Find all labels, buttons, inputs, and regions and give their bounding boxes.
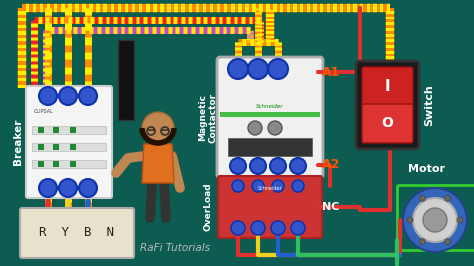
Circle shape <box>230 158 246 174</box>
Bar <box>32 160 106 168</box>
Bar <box>38 144 44 150</box>
Text: Motor: Motor <box>409 164 446 174</box>
Text: A1: A1 <box>322 65 340 78</box>
FancyBboxPatch shape <box>362 67 413 107</box>
Text: Schneider: Schneider <box>258 186 283 191</box>
Circle shape <box>250 158 266 174</box>
Bar <box>220 112 320 117</box>
Bar <box>118 40 134 120</box>
Text: RaFi Tutorials: RaFi Tutorials <box>140 243 210 253</box>
Text: Magnetic
Contactor: Magnetic Contactor <box>198 93 218 143</box>
Text: A2: A2 <box>322 159 340 172</box>
Circle shape <box>407 217 413 223</box>
Circle shape <box>59 179 77 197</box>
Bar <box>38 161 44 167</box>
Circle shape <box>79 87 97 105</box>
Text: I: I <box>385 79 390 94</box>
Text: Breaker: Breaker <box>13 119 23 165</box>
Text: Switch: Switch <box>424 84 434 126</box>
Circle shape <box>423 208 447 232</box>
Bar <box>32 126 106 134</box>
Bar <box>70 161 76 167</box>
Circle shape <box>270 158 286 174</box>
Text: OverLoad: OverLoad <box>203 183 212 231</box>
FancyBboxPatch shape <box>26 86 112 198</box>
Circle shape <box>142 112 174 144</box>
Bar <box>118 40 134 120</box>
Bar <box>38 127 44 133</box>
FancyBboxPatch shape <box>356 61 419 149</box>
Circle shape <box>403 188 467 252</box>
Circle shape <box>248 121 262 135</box>
Circle shape <box>413 198 457 242</box>
Circle shape <box>268 121 282 135</box>
Circle shape <box>39 87 57 105</box>
FancyBboxPatch shape <box>217 57 323 178</box>
Bar <box>70 144 76 150</box>
Circle shape <box>445 195 450 201</box>
Text: R  Y  B  N: R Y B N <box>39 227 115 239</box>
Bar <box>70 127 76 133</box>
Text: NC: NC <box>322 202 339 212</box>
Circle shape <box>419 195 426 201</box>
FancyBboxPatch shape <box>218 176 322 238</box>
Circle shape <box>79 179 97 197</box>
Bar <box>32 143 106 151</box>
Circle shape <box>252 180 264 192</box>
Circle shape <box>232 180 244 192</box>
Circle shape <box>291 221 305 235</box>
Circle shape <box>292 180 304 192</box>
Bar <box>397 185 474 250</box>
Circle shape <box>248 59 268 79</box>
FancyBboxPatch shape <box>20 208 134 258</box>
Circle shape <box>457 217 463 223</box>
Bar <box>228 138 312 156</box>
Circle shape <box>228 59 248 79</box>
Circle shape <box>445 239 450 245</box>
Bar <box>53 161 59 167</box>
Circle shape <box>272 180 284 192</box>
Circle shape <box>271 221 285 235</box>
Circle shape <box>39 179 57 197</box>
Circle shape <box>290 158 306 174</box>
Polygon shape <box>142 144 174 183</box>
Text: Schneider: Schneider <box>256 104 284 109</box>
Circle shape <box>419 239 426 245</box>
Text: CLIPSAL: CLIPSAL <box>34 109 54 114</box>
Circle shape <box>231 221 245 235</box>
Bar <box>53 127 59 133</box>
Circle shape <box>59 87 77 105</box>
Bar <box>53 144 59 150</box>
Circle shape <box>251 221 265 235</box>
Text: O: O <box>382 117 393 130</box>
Circle shape <box>268 59 288 79</box>
FancyBboxPatch shape <box>362 104 413 143</box>
